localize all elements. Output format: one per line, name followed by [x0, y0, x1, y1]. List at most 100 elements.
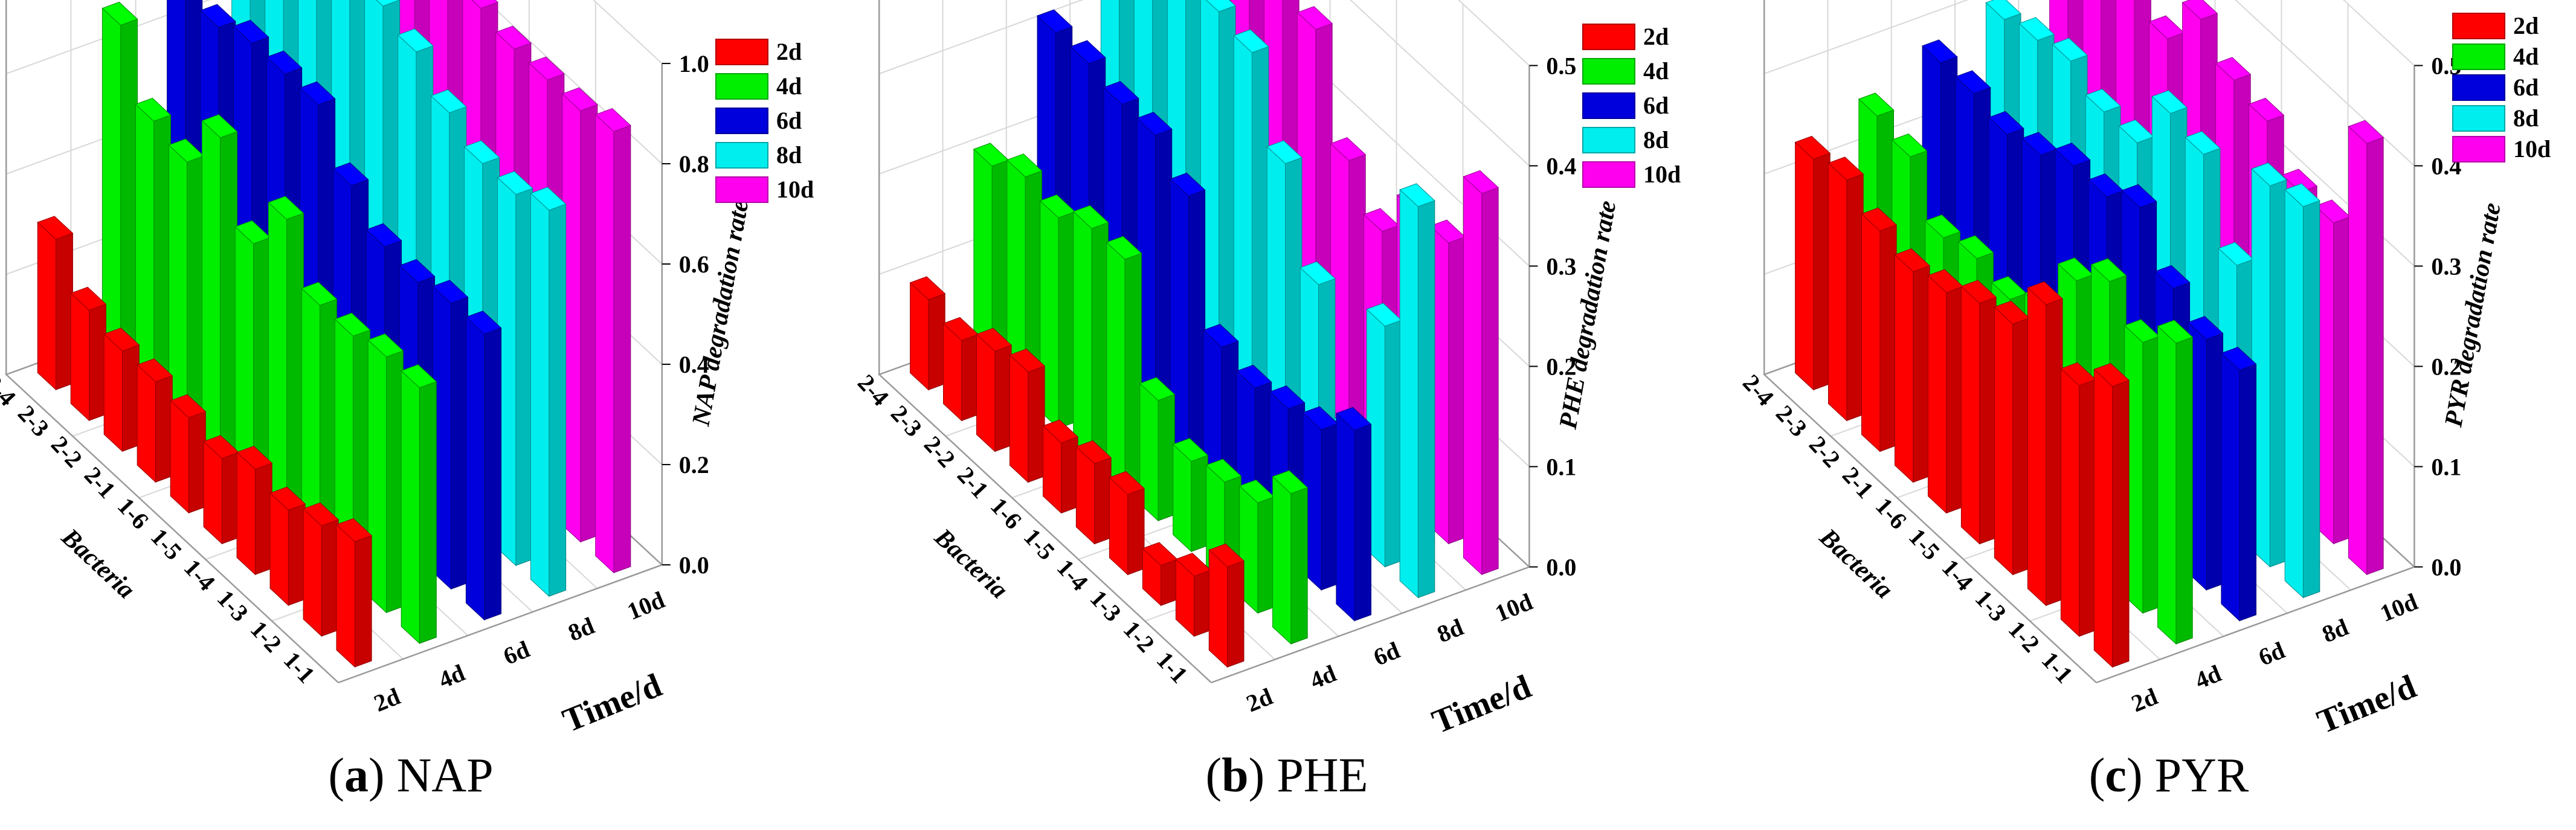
bar-face-top [2151, 90, 2188, 114]
panel-phe: 0.0 0.1 0.2 0.3 0.4 0.5 PHE degradation rate 1-… [852, 0, 1681, 802]
legend-swatch [2452, 43, 2505, 70]
bar-face-top [465, 310, 502, 335]
y-tick-label: 4d [1306, 660, 1340, 695]
bar-face-top [1985, 0, 2021, 20]
bar-face-front [1348, 154, 1366, 452]
bar-face-front [2175, 336, 2193, 645]
bar-face-front [1257, 496, 1275, 614]
bar-face-front [1094, 457, 1112, 545]
bar-4d-1-1 [1272, 470, 1309, 645]
bar-face-side [401, 370, 420, 645]
bar-face-side [1106, 242, 1125, 491]
bar-2d-2-3 [1827, 156, 1864, 422]
bar-face-side [137, 364, 156, 483]
bar-face-top [1236, 364, 1272, 388]
z-tick-label: 0.0 [1546, 553, 1576, 581]
bar-face-front [580, 104, 598, 542]
bar-face-front [153, 114, 171, 397]
bar-face-side [910, 281, 929, 391]
bar-2d-1-4 [1109, 471, 1145, 576]
bar-face-side [1928, 274, 1947, 514]
x-axis-label: Bacteria [1814, 523, 1898, 605]
bar-face-front [288, 503, 306, 606]
z-tick-label: 0.4 [679, 351, 709, 378]
z-tick-label: 0.2 [2431, 353, 2461, 380]
bar-face-front [1188, 189, 1206, 468]
x-tick-label: 2-4 [852, 369, 894, 411]
bar-face-side [203, 440, 222, 545]
y-tick-label: 8d [1433, 613, 1467, 648]
bar-face-top [2018, 17, 2055, 41]
bar-face-front [2239, 364, 2256, 622]
bar-face-top [199, 4, 236, 28]
bar-face-top [1238, 479, 1275, 503]
caption-paren-close: ) [369, 749, 397, 802]
bar-face-top [1399, 183, 1435, 207]
x-tick-label: 1-6 [1870, 492, 1912, 535]
bar-face-front [1813, 152, 1831, 391]
bar-face-front [2333, 216, 2351, 544]
bar-face-side [1463, 176, 1483, 576]
bar-face-front [286, 213, 304, 521]
x-tick-label: 2-2 [46, 431, 88, 473]
bar-4d-1-6 [1106, 236, 1142, 491]
bar-10d-1-1 [594, 108, 631, 574]
bar-4d-1-4 [1172, 438, 1209, 553]
bar-face-top [942, 317, 979, 341]
bar-face-side [1795, 141, 1814, 391]
bar-face-top [1139, 377, 1176, 401]
bar-face-front [1913, 265, 1930, 483]
bar-face-front [1481, 187, 1499, 575]
z-tick-label: 0.8 [679, 150, 709, 178]
z-axis-label: NAP degradation rate [687, 198, 754, 428]
gridline [1763, 0, 2415, 267]
bar-face-front [1127, 487, 1145, 576]
bar-4d-2-3 [1006, 153, 1043, 399]
caption-letter: c [2105, 749, 2127, 802]
bar-face-top [1429, 219, 1466, 243]
bar-10d-1-2 [561, 87, 598, 543]
bar-face-top [1170, 172, 1206, 197]
legend-label: 8d [2513, 105, 2539, 132]
x-tick-label: 1-1 [2037, 646, 2078, 689]
bar-2d-1-3 [1142, 542, 1178, 606]
bar-face-top [268, 196, 304, 220]
bar-face-top [2118, 119, 2154, 143]
bar-face-top [495, 25, 532, 50]
bar-face-front [321, 519, 339, 637]
bar-face-front [613, 124, 631, 573]
bar-face-side [1009, 354, 1029, 483]
z-axis-label: PYR degradation rate [2439, 201, 2507, 429]
bar-face-top [70, 286, 107, 311]
bar-2d-1-2 [1175, 553, 1211, 637]
bar-face-top [2148, 15, 2185, 39]
z-tick-label: 0.5 [1546, 52, 1576, 79]
legend-label: 2d [1643, 23, 1669, 50]
bar-face-top [37, 216, 74, 240]
bar-face-top [1922, 39, 1958, 63]
bar-face-top [401, 364, 437, 388]
x-tick-label: 1-3 [212, 585, 254, 627]
bar-face-top [1891, 134, 1928, 158]
bar-face-top [1296, 6, 1333, 30]
bar-face-top [137, 358, 173, 382]
gridline [485, 0, 663, 164]
bar-face-side [1073, 211, 1092, 460]
y-tick-label: 10d [623, 586, 669, 625]
bar-face-top [2157, 320, 2194, 344]
bar-face-top [269, 486, 306, 510]
bar-10d-1-5 [1330, 137, 1367, 452]
bar-6d-1-6 [1170, 172, 1206, 468]
bar-face-front [1290, 487, 1308, 645]
bar-face-front [1158, 394, 1175, 521]
bar-face-front [2079, 379, 2096, 637]
bar-face-top [2248, 97, 2285, 122]
legend-swatch [2452, 13, 2505, 39]
bar-face-top [1955, 70, 1991, 94]
bar-6d-1-2 [2187, 316, 2224, 591]
bar-face-front [1417, 200, 1435, 599]
bar-face-front [187, 155, 204, 428]
bar-face-top [334, 312, 371, 336]
bar-face-top [2057, 257, 2094, 281]
